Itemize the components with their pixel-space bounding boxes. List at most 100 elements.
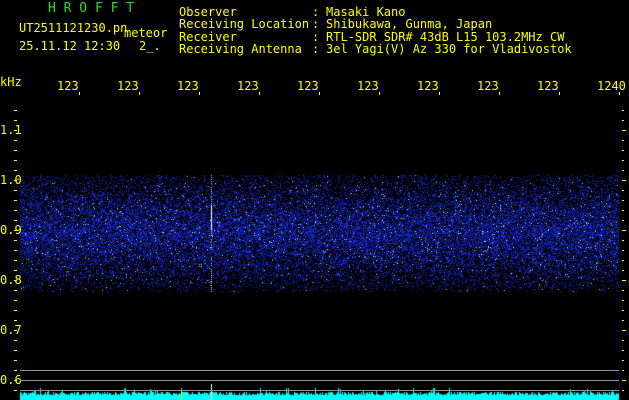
y-minor-tick [14, 150, 17, 151]
x-tick [559, 92, 560, 95]
y-tick-label: 1.1 [0, 123, 22, 137]
y-minor-tick-right [622, 250, 624, 251]
y-minor-tick-right [622, 220, 624, 221]
info-value: RTL-SDR SDR# 43dB L15 103.2MHz CW [326, 29, 565, 44]
y-tick-label: 1.0 [0, 173, 22, 187]
x-tick-label: 123 [537, 79, 559, 93]
y-tick-label: 0.6 [0, 373, 22, 387]
y-minor-tick [14, 260, 17, 261]
info-colon: : [312, 41, 320, 56]
y-minor-tick [14, 380, 17, 381]
mode-label: meteor [124, 26, 168, 40]
y-minor-tick [14, 330, 17, 331]
y-minor-tick [14, 120, 17, 121]
y-minor-tick-right [622, 260, 624, 261]
grid-line [20, 380, 619, 381]
x-tick [259, 92, 260, 95]
y-minor-tick-right [622, 130, 626, 131]
y-minor-tick-right [622, 120, 624, 121]
info-label: Receiving Antenna [179, 41, 302, 56]
x-tick-label: 123 [177, 79, 199, 93]
y-tick-label: 0.9 [0, 223, 22, 237]
count-label: 2_. [139, 39, 161, 53]
y-minor-tick [14, 250, 17, 251]
x-axis-unit: kHz [0, 75, 22, 89]
x-tick-label: 1240 [597, 79, 626, 93]
y-minor-tick-right [622, 340, 624, 341]
info-value: Masaki Kano [326, 5, 406, 19]
x-tick-label: 123 [477, 79, 499, 93]
y-minor-tick-right [622, 190, 624, 191]
y-tick-label: 0.7 [0, 323, 22, 337]
y-minor-tick [14, 270, 17, 271]
y-minor-tick-right [622, 150, 624, 151]
y-minor-tick [14, 230, 17, 231]
x-tick [379, 92, 380, 95]
grid-line [20, 390, 619, 391]
x-tick-label: 123 [297, 79, 319, 93]
y-minor-tick-right [622, 140, 624, 141]
y-minor-tick [14, 340, 17, 341]
x-tick [319, 92, 320, 95]
y-minor-tick-right [622, 370, 624, 371]
x-tick [79, 92, 80, 95]
y-minor-tick [14, 280, 17, 281]
y-minor-tick-right [622, 320, 624, 321]
y-minor-tick-right [622, 390, 624, 391]
y-minor-tick [14, 180, 17, 181]
y-minor-tick [14, 360, 17, 361]
date-time: 25.11.12 12:30 [19, 39, 121, 53]
y-minor-tick [14, 350, 17, 351]
y-minor-tick [14, 110, 17, 111]
y-minor-tick-right [622, 280, 626, 281]
y-minor-tick-right [622, 290, 624, 291]
y-minor-tick-right [622, 160, 624, 161]
y-minor-tick [14, 390, 17, 391]
y-minor-tick [14, 320, 17, 321]
y-minor-tick [14, 140, 17, 141]
y-minor-tick [14, 240, 17, 241]
y-minor-tick-right [622, 210, 624, 211]
info-colon: : [312, 29, 320, 44]
y-minor-tick [14, 200, 17, 201]
info-value: Shibukawa, Gunma, Japan [326, 17, 493, 32]
info-value: 3el Yagi(V) Az 330 for Vladivostok [326, 41, 572, 56]
info-label: Receiver [179, 29, 237, 44]
grid-line [20, 370, 619, 371]
y-minor-tick-right [622, 230, 626, 231]
x-tick [499, 92, 500, 95]
y-minor-tick [14, 170, 17, 171]
x-tick-label: 123 [417, 79, 439, 93]
y-minor-tick-right [622, 380, 626, 381]
y-minor-tick [14, 130, 17, 131]
info-label: Receiving Location [179, 17, 310, 32]
y-minor-tick [14, 160, 17, 161]
x-tick-label: 123 [57, 79, 79, 93]
y-minor-tick [14, 300, 17, 301]
y-minor-tick [14, 190, 17, 191]
x-tick [439, 92, 440, 95]
info-colon: : [312, 5, 320, 19]
y-tick-label: 0.8 [0, 273, 22, 287]
x-tick [199, 92, 200, 95]
x-tick-label: 123 [117, 79, 139, 93]
y-minor-tick-right [622, 330, 626, 331]
y-minor-tick-right [622, 350, 624, 351]
y-minor-tick-right [622, 200, 624, 201]
y-minor-tick-right [622, 180, 626, 181]
y-minor-tick-right [622, 170, 624, 171]
y-minor-tick-right [622, 110, 624, 111]
info-colon: : [312, 17, 320, 32]
y-minor-tick [14, 310, 17, 311]
app-logo: H R O F F T [48, 1, 135, 16]
y-minor-tick-right [622, 310, 624, 311]
y-minor-tick [14, 210, 17, 211]
file-name: UT2511121230.pn [19, 21, 128, 35]
y-minor-tick-right [622, 360, 624, 361]
x-tick [139, 92, 140, 95]
y-minor-tick [14, 290, 17, 291]
y-minor-tick-right [622, 300, 624, 301]
y-minor-tick-right [622, 240, 624, 241]
